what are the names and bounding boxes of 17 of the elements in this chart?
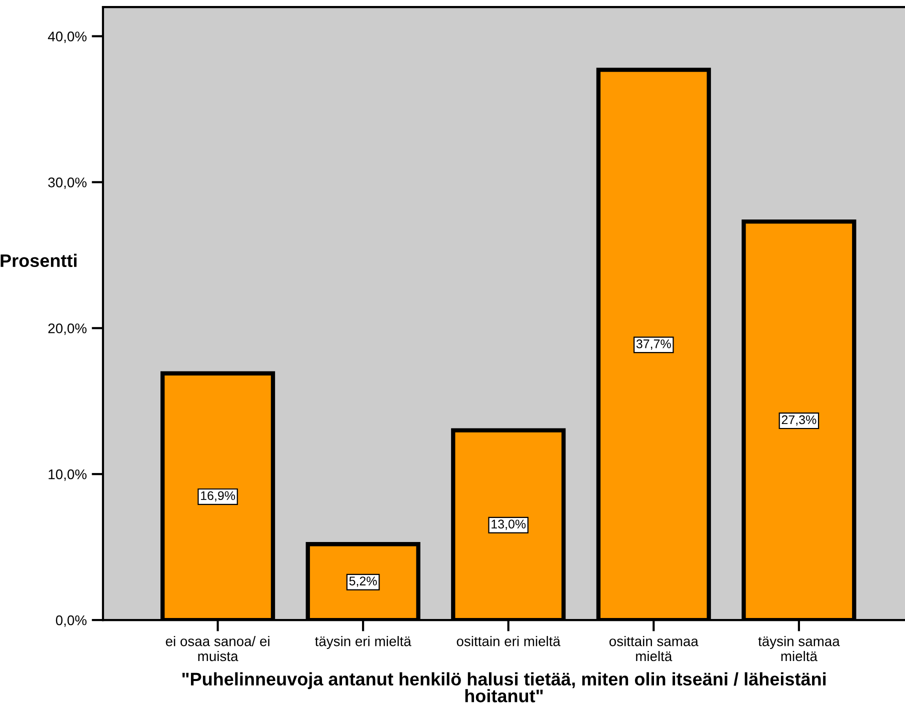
x-tick-label: täysin eri mieltä (315, 636, 412, 649)
y-tick-label: 30,0% (48, 178, 87, 189)
data-label: 5,2% (349, 576, 377, 587)
x-tick-label: osittain samaa mieltä (609, 636, 698, 662)
y-tick-label: 20,0% (48, 323, 87, 335)
data-label: 16,9% (201, 491, 236, 502)
x-axis-title: "Puhelinneuvoja antanut henkilö halusi tietää, miten olin itseäni / läheistäni hoitanut" (182, 672, 826, 702)
x-tick-label: täysin samaa mieltä (758, 636, 840, 662)
y-tick-label: 40,0% (48, 32, 87, 44)
x-tick-label: ei osaa sanoa/ ei muista (166, 636, 270, 662)
x-tick-label: osittain eri mieltä (456, 636, 560, 646)
y-tick-label: 10,0% (48, 469, 87, 481)
data-label: 27,3% (782, 415, 816, 426)
y-axis-title: Prosentti (0, 254, 77, 268)
data-label: 37,7% (636, 339, 671, 350)
y-tick-label: 0,0% (56, 615, 87, 627)
data-label: 13,0% (492, 520, 526, 530)
